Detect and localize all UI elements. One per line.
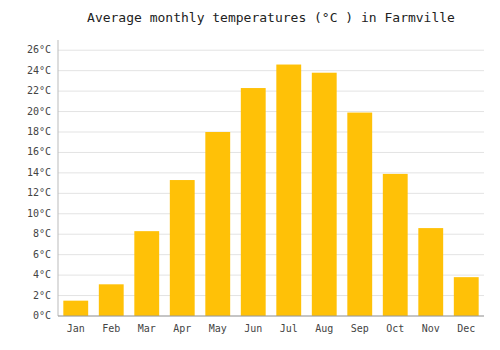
y-tick-label: 8°C xyxy=(33,228,51,239)
x-tick-label: Jun xyxy=(244,323,262,334)
y-tick-label: 16°C xyxy=(27,146,51,157)
grid-line xyxy=(58,193,484,194)
y-tick-label: 18°C xyxy=(27,126,51,137)
bar xyxy=(134,231,159,316)
x-tick-label: Oct xyxy=(386,323,404,334)
y-axis-line xyxy=(58,40,59,316)
y-axis: 0°C 2°C 4°C 6°C 8°C 10°C 12°C 14°C 16°C 18°C 20°C 2… xyxy=(27,40,58,321)
x-tick-label: Mar xyxy=(138,323,156,334)
x-tick-label: Jul xyxy=(280,323,298,334)
chart-title: Average monthly temperatures (°C ) in Fa… xyxy=(87,10,455,25)
x-tick-label: May xyxy=(209,323,227,334)
grid-line xyxy=(58,152,484,153)
grid-line xyxy=(58,91,484,92)
grid xyxy=(58,50,484,316)
x-tick-label: Aug xyxy=(315,323,333,334)
x-axis-line xyxy=(58,316,484,317)
bar xyxy=(418,228,443,316)
bars xyxy=(63,65,478,316)
bar xyxy=(99,284,124,316)
grid-line xyxy=(58,316,484,317)
grid-line xyxy=(58,172,484,173)
grid-line xyxy=(58,213,484,214)
bar xyxy=(383,174,408,316)
bar xyxy=(170,180,195,316)
bar xyxy=(347,113,372,316)
x-tick-label: Nov xyxy=(422,323,440,334)
bar xyxy=(205,132,230,316)
x-tick-label: Sep xyxy=(351,323,369,334)
x-tick-label: Apr xyxy=(173,323,191,334)
y-tick-label: 4°C xyxy=(33,269,51,280)
y-tick-label: 26°C xyxy=(27,44,51,55)
chart-svg: Average monthly temperatures (°C ) in Fa… xyxy=(0,0,500,350)
y-tick-label: 24°C xyxy=(27,65,51,76)
grid-line xyxy=(58,132,484,133)
bar xyxy=(241,88,266,316)
y-tick-label: 22°C xyxy=(27,85,51,96)
bar xyxy=(454,277,479,316)
y-tick-label: 12°C xyxy=(27,187,51,198)
chart-container: Average monthly temperatures (°C ) in Fa… xyxy=(0,0,500,350)
y-tick-label: 2°C xyxy=(33,290,51,301)
bar xyxy=(312,73,337,316)
x-tick-label: Dec xyxy=(457,323,475,334)
x-tick-label: Jan xyxy=(67,323,85,334)
y-tick-label: 10°C xyxy=(27,208,51,219)
x-axis: Jan Feb Mar Apr May Jun Jul Aug Sep Oct Nov Dec xyxy=(58,316,484,334)
grid-line xyxy=(58,111,484,112)
y-tick-label: 6°C xyxy=(33,249,51,260)
y-tick-label: 14°C xyxy=(27,167,51,178)
y-tick-label: 20°C xyxy=(27,106,51,117)
y-tick-label: 0°C xyxy=(33,310,51,321)
bar xyxy=(276,65,301,316)
bar xyxy=(63,301,88,316)
grid-line xyxy=(58,50,484,51)
grid-line xyxy=(58,70,484,71)
x-tick-label: Feb xyxy=(102,323,120,334)
